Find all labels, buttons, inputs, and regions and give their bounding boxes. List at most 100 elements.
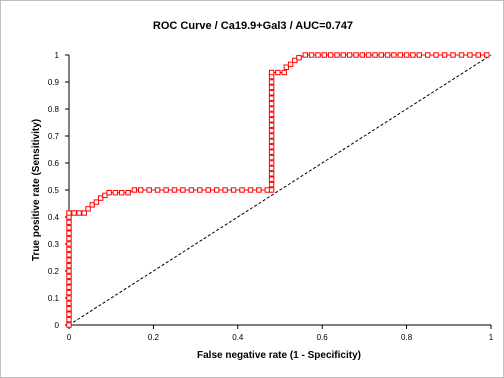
roc-point-marker — [188, 187, 195, 193]
roc-point-marker — [106, 190, 112, 196]
roc-point-marker — [66, 316, 72, 323]
roc-point-marker — [391, 52, 397, 58]
roc-point-marker — [268, 144, 275, 150]
roc-point-marker — [180, 187, 186, 193]
roc-point-marker — [66, 257, 72, 263]
roc-point-marker — [268, 111, 275, 118]
y-tick-group: 0 0.1 0.2 0.3 0.4 0.5 0.6 0.7 0.8 0.9 1 — [48, 51, 69, 330]
roc-point-marker — [372, 52, 378, 58]
roc-point-marker — [458, 52, 465, 58]
x-tick-label: 0.2 — [148, 333, 160, 342]
roc-point-marker — [287, 61, 294, 68]
roc-point-marker — [66, 322, 72, 328]
y-tick-label: 0.2 — [48, 267, 60, 276]
y-tick-label: 0.1 — [48, 294, 60, 303]
roc-point-marker — [268, 122, 275, 128]
roc-point-marker — [484, 52, 490, 58]
roc-point-marker — [327, 52, 334, 58]
roc-point-marker — [214, 187, 220, 193]
y-tick-label: 1 — [55, 51, 60, 60]
x-tick-label: 0.6 — [317, 333, 329, 342]
y-tick-label: 0 — [55, 321, 60, 330]
roc-point-marker — [66, 300, 72, 307]
roc-point-marker — [66, 279, 72, 285]
roc-point-marker — [384, 52, 391, 58]
roc-point-marker — [66, 252, 72, 258]
roc-point-marker — [112, 190, 119, 196]
reference-line-group — [68, 54, 492, 326]
roc-curve-line — [68, 54, 487, 325]
y-tick-label: 0.4 — [48, 213, 60, 222]
y-axis-title: True positive rate (Sensitivity) — [31, 119, 42, 261]
roc-point-marker — [66, 219, 72, 226]
roc-point-marker — [321, 52, 328, 58]
roc-point-marker — [268, 95, 275, 101]
roc-point-marker — [66, 311, 72, 317]
roc-point-marker — [89, 202, 95, 208]
roc-point-marker — [268, 165, 275, 172]
y-tick-label: 0.9 — [48, 78, 60, 87]
roc-point-marker — [119, 190, 125, 196]
x-axis-title: False negative rate (1 - Specificity) — [197, 350, 361, 361]
roc-point-marker — [275, 69, 281, 76]
roc-point-marker — [425, 52, 431, 58]
roc-point-marker — [66, 246, 72, 253]
roc-point-marker — [283, 64, 290, 70]
roc-point-marker — [268, 100, 275, 107]
roc-point-marker — [247, 187, 254, 193]
roc-point-marker — [315, 52, 321, 58]
roc-point-marker — [268, 117, 275, 123]
roc-point-marker — [66, 289, 72, 296]
roc-point-marker — [93, 199, 100, 205]
chart-title: ROC Curve / Ca19.9+Gal3 / AUC=0.747 — [153, 20, 353, 32]
roc-point-marker — [268, 138, 275, 145]
roc-point-marker — [268, 84, 275, 91]
roc-point-marker — [66, 284, 72, 290]
roc-point-marker — [138, 187, 144, 193]
y-tick-label: 0.8 — [48, 105, 60, 114]
roc-point-marker — [230, 187, 237, 193]
roc-point-marker — [264, 187, 271, 193]
roc-point-marker — [66, 241, 72, 247]
roc-point-marker — [197, 187, 203, 193]
roc-point-marker — [66, 295, 72, 301]
roc-point-marker — [281, 69, 287, 76]
roc-point-marker — [154, 187, 161, 193]
roc-point-marker — [308, 52, 315, 58]
roc-curve-group — [68, 54, 487, 325]
roc-point-marker — [296, 55, 302, 61]
roc-point-marker — [268, 160, 275, 166]
x-tick-group: 0 0.2 0.4 0.6 0.8 1 — [67, 325, 494, 342]
roc-marker-group — [66, 52, 490, 328]
roc-point-marker — [66, 235, 72, 242]
roc-point-marker — [292, 57, 298, 64]
roc-point-marker — [268, 133, 275, 139]
roc-point-marker — [256, 187, 262, 193]
roc-point-marker — [416, 52, 423, 58]
roc-point-marker — [268, 149, 275, 155]
roc-point-marker — [131, 187, 138, 193]
y-tick-label: 0.6 — [48, 159, 60, 168]
roc-point-marker — [410, 52, 416, 58]
roc-point-marker — [359, 52, 366, 58]
roc-point-marker — [66, 273, 72, 280]
roc-point-marker — [268, 171, 275, 177]
roc-point-marker — [163, 187, 169, 193]
x-tick-label: 0 — [67, 333, 72, 342]
roc-point-marker — [346, 52, 353, 58]
roc-point-marker — [268, 69, 275, 76]
roc-point-marker — [268, 90, 275, 96]
roc-point-marker — [85, 206, 91, 212]
roc-point-marker — [268, 187, 275, 193]
roc-point-marker — [268, 106, 275, 112]
roc-point-marker — [403, 52, 410, 58]
roc-point-marker — [268, 127, 275, 134]
roc-point-marker — [66, 306, 72, 312]
x-tick-label: 1 — [489, 333, 494, 342]
roc-point-marker — [66, 262, 72, 269]
roc-point-marker — [397, 52, 404, 58]
roc-point-marker — [334, 52, 340, 58]
roc-point-marker — [378, 52, 385, 58]
roc-point-marker — [353, 52, 359, 58]
y-tick-label: 0.3 — [48, 240, 60, 249]
